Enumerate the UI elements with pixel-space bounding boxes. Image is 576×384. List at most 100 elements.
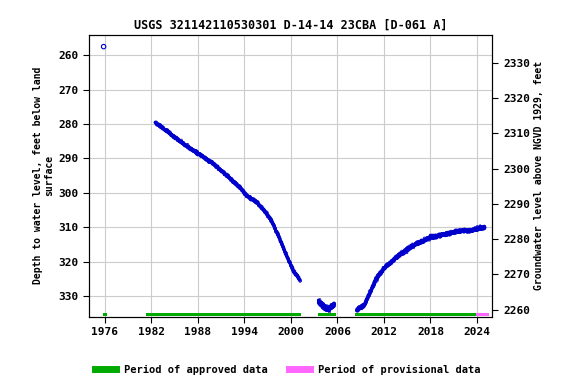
Point — [452, 230, 461, 236]
Point — [415, 240, 424, 246]
Point — [402, 248, 411, 254]
Point — [366, 288, 376, 294]
Point — [324, 306, 334, 312]
Point — [390, 257, 399, 263]
Point — [163, 128, 172, 134]
Point — [200, 154, 210, 161]
Point — [450, 229, 459, 235]
Point — [220, 171, 229, 177]
Point — [245, 194, 254, 200]
Point — [369, 281, 378, 287]
Point — [263, 211, 272, 217]
Point — [411, 241, 420, 247]
Point — [267, 217, 276, 223]
Point — [456, 227, 465, 233]
Point — [181, 142, 190, 148]
Point — [356, 305, 365, 311]
Point — [389, 257, 398, 263]
Point — [325, 305, 334, 311]
Point — [158, 124, 167, 130]
Point — [456, 228, 465, 235]
Point — [354, 306, 363, 312]
Point — [190, 148, 199, 154]
Point — [431, 232, 440, 238]
Point — [254, 201, 263, 207]
Point — [327, 303, 336, 309]
Point — [376, 271, 385, 278]
Point — [272, 228, 281, 235]
Point — [438, 231, 448, 237]
Point — [179, 141, 188, 147]
Point — [289, 265, 298, 271]
Point — [327, 305, 336, 311]
Point — [222, 172, 231, 178]
Point — [480, 225, 489, 231]
Point — [221, 171, 230, 177]
Point — [284, 258, 293, 264]
Point — [223, 173, 232, 179]
Point — [415, 240, 424, 246]
Point — [402, 250, 411, 256]
Point — [284, 259, 293, 265]
Point — [465, 227, 474, 233]
Point — [444, 231, 453, 237]
Point — [353, 308, 362, 314]
Point — [390, 257, 399, 263]
Point — [222, 173, 231, 179]
Point — [357, 303, 366, 309]
Point — [268, 221, 278, 227]
Point — [389, 255, 399, 262]
Point — [370, 279, 380, 285]
Point — [468, 227, 478, 233]
Point — [161, 127, 170, 133]
Point — [237, 187, 247, 194]
Point — [264, 213, 273, 219]
Point — [274, 231, 283, 237]
Point — [449, 229, 458, 235]
Point — [462, 227, 471, 233]
Point — [315, 300, 324, 306]
Point — [435, 232, 444, 238]
Point — [469, 227, 478, 233]
Point — [417, 238, 426, 244]
Point — [437, 232, 446, 238]
Point — [242, 192, 251, 199]
Point — [382, 263, 391, 270]
Point — [192, 150, 201, 156]
Point — [355, 306, 365, 312]
Point — [325, 306, 335, 312]
Point — [244, 194, 253, 200]
Point — [272, 230, 282, 236]
Point — [415, 240, 425, 247]
Point — [314, 297, 324, 303]
Point — [408, 243, 418, 249]
Point — [255, 204, 264, 210]
Point — [283, 254, 292, 260]
Point — [360, 301, 369, 308]
Point — [467, 228, 476, 235]
Point — [375, 271, 384, 277]
Point — [272, 231, 282, 237]
Point — [190, 148, 199, 154]
Point — [476, 226, 485, 232]
Point — [157, 124, 166, 130]
Point — [412, 240, 422, 247]
Point — [435, 232, 444, 238]
Point — [199, 154, 208, 160]
Point — [396, 252, 406, 258]
Point — [240, 191, 249, 197]
Point — [386, 260, 395, 266]
Point — [354, 306, 363, 312]
Point — [230, 179, 239, 185]
Point — [160, 126, 169, 132]
Point — [247, 197, 256, 203]
Point — [329, 302, 338, 308]
Point — [195, 151, 204, 157]
Point — [442, 232, 452, 238]
Point — [262, 209, 271, 215]
Point — [315, 299, 324, 305]
Point — [320, 306, 329, 313]
Point — [317, 303, 327, 309]
Point — [162, 128, 172, 134]
Point — [448, 230, 457, 236]
